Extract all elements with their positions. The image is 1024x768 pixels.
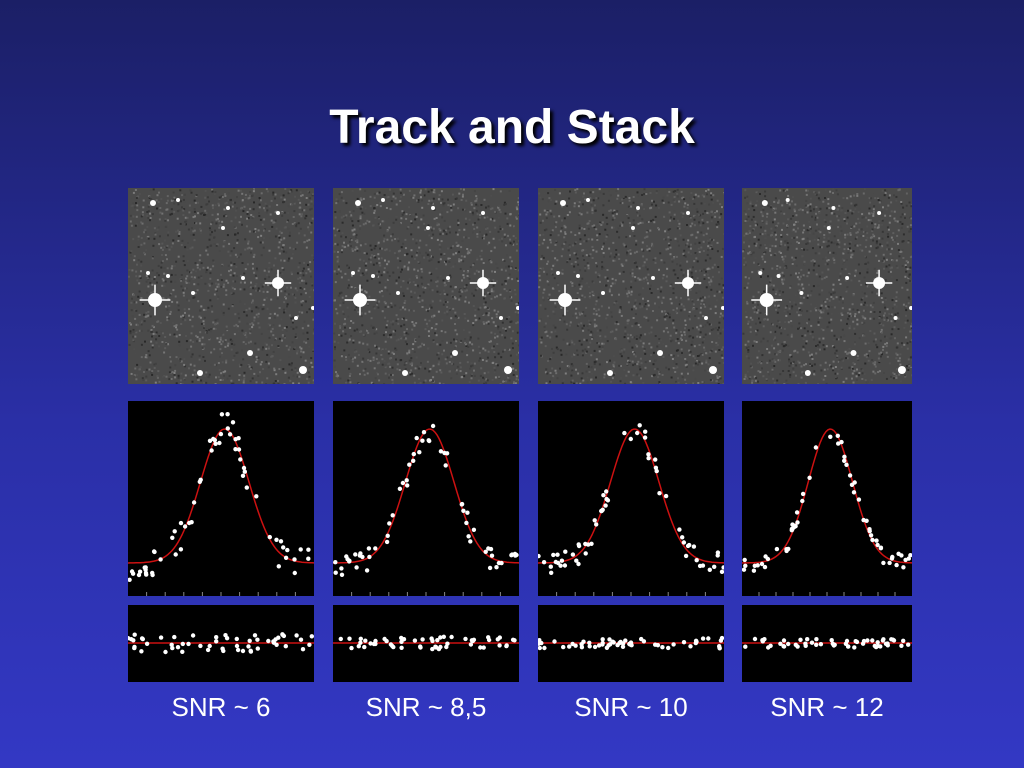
residual-plot <box>538 605 724 682</box>
psf-profile-plot <box>538 401 724 596</box>
psf-profile-plot <box>742 401 912 596</box>
panel-snr-8-5 <box>333 188 519 384</box>
star-field-image <box>128 188 314 384</box>
residual-plot <box>333 605 519 682</box>
snr-label: SNR ~ 12 <box>770 692 884 722</box>
star-field-image <box>538 188 724 384</box>
star-field-image <box>742 188 912 384</box>
panel-snr-6 <box>128 188 314 384</box>
residual-plot <box>128 605 314 682</box>
snr-label: SNR ~ 8,5 <box>365 692 487 722</box>
star-field-image <box>333 188 519 384</box>
panel-snr-12 <box>742 188 912 384</box>
snr-label: SNR ~ 10 <box>574 692 688 722</box>
panel-snr-10 <box>538 188 724 384</box>
slide-title: Track and Stack <box>329 101 695 154</box>
psf-profile-plot <box>333 401 519 596</box>
residual-plot <box>742 605 912 682</box>
psf-profile-plot <box>128 401 314 596</box>
snr-label: SNR ~ 6 <box>171 692 271 722</box>
